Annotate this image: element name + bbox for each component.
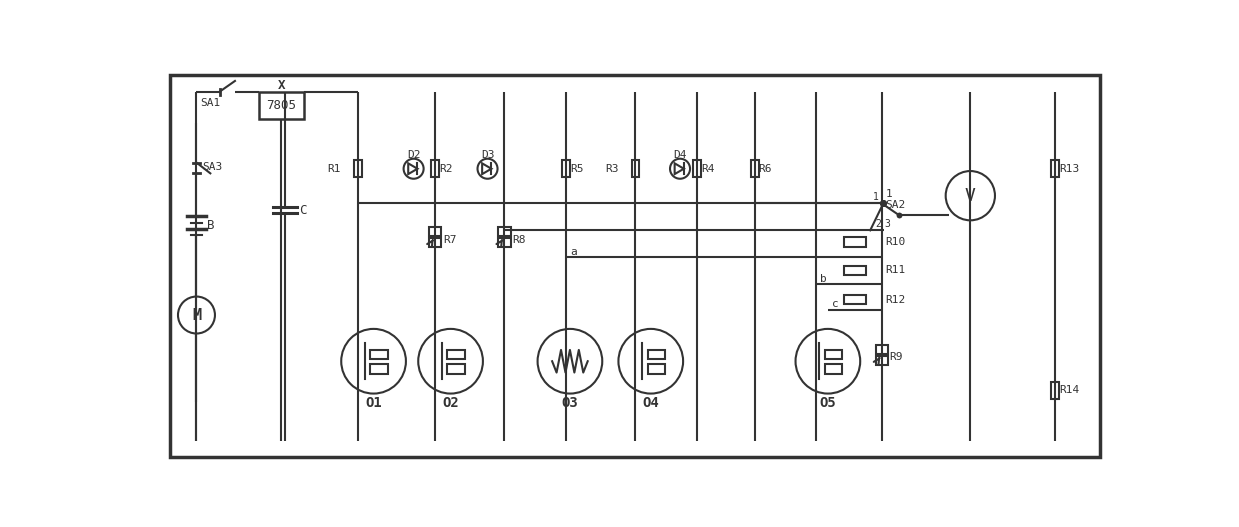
Text: O3: O3 — [561, 396, 579, 410]
Text: R4: R4 — [701, 164, 715, 174]
Text: O1: O1 — [366, 396, 382, 410]
Text: R9: R9 — [890, 353, 903, 363]
Bar — [431, 160, 439, 177]
Bar — [370, 349, 388, 359]
Circle shape — [538, 329, 602, 394]
Text: R13: R13 — [1059, 164, 1079, 174]
Text: 7805: 7805 — [266, 99, 296, 112]
Text: D4: D4 — [673, 150, 686, 160]
Circle shape — [404, 159, 424, 179]
Bar — [259, 92, 304, 119]
Bar — [498, 238, 510, 247]
Text: C: C — [299, 204, 306, 217]
Text: R1: R1 — [328, 164, 341, 174]
Bar — [648, 349, 665, 359]
Text: R2: R2 — [439, 164, 452, 174]
Bar — [1051, 382, 1059, 399]
Bar — [844, 266, 866, 275]
Circle shape — [670, 159, 690, 179]
Bar — [825, 349, 843, 359]
Bar — [447, 365, 465, 374]
Bar — [844, 237, 866, 247]
Text: R14: R14 — [1059, 385, 1079, 395]
Text: O4: O4 — [642, 396, 659, 410]
Text: c: c — [831, 299, 839, 309]
Text: 1: 1 — [872, 192, 878, 202]
Text: R3: R3 — [605, 164, 618, 174]
Bar — [825, 365, 843, 374]
Bar — [648, 365, 665, 374]
Circle shape — [419, 329, 483, 394]
Circle shape — [341, 329, 406, 394]
Text: 3: 3 — [885, 219, 890, 229]
Text: D3: D3 — [481, 150, 494, 160]
Text: R6: R6 — [758, 164, 772, 174]
Text: R7: R7 — [442, 235, 456, 245]
Text: V: V — [965, 187, 976, 204]
Bar — [370, 365, 388, 374]
Text: R12: R12 — [886, 295, 906, 305]
Text: SA3: SA3 — [203, 162, 223, 172]
Text: SA2: SA2 — [886, 200, 906, 210]
Bar — [447, 349, 465, 359]
Text: R5: R5 — [570, 164, 584, 174]
Bar — [429, 238, 441, 247]
Bar — [751, 160, 758, 177]
Text: b: b — [820, 274, 826, 284]
Text: R10: R10 — [886, 237, 906, 247]
Text: O2: O2 — [442, 396, 458, 410]
Bar — [563, 160, 570, 177]
Circle shape — [178, 297, 214, 334]
Bar — [498, 227, 510, 237]
Text: O5: O5 — [819, 396, 836, 410]
Polygon shape — [482, 163, 492, 174]
Text: SA1: SA1 — [201, 97, 221, 108]
Circle shape — [618, 329, 683, 394]
Bar — [693, 160, 701, 177]
Polygon shape — [408, 163, 418, 174]
Text: a: a — [570, 247, 576, 257]
Text: 1: 1 — [886, 189, 892, 199]
Text: D2: D2 — [406, 150, 420, 160]
Bar — [876, 356, 888, 365]
Bar — [876, 345, 888, 354]
Bar — [844, 295, 866, 304]
Polygon shape — [675, 163, 684, 174]
Text: X: X — [278, 79, 285, 92]
Text: B: B — [207, 219, 214, 232]
Circle shape — [945, 171, 995, 220]
Text: 2: 2 — [876, 219, 881, 229]
Bar — [632, 160, 639, 177]
Text: R11: R11 — [886, 266, 906, 276]
Bar — [354, 160, 362, 177]
Text: R8: R8 — [512, 235, 525, 245]
Circle shape — [477, 159, 498, 179]
Bar — [429, 227, 441, 237]
Text: M: M — [192, 308, 201, 323]
Circle shape — [795, 329, 860, 394]
Bar — [1051, 160, 1059, 177]
